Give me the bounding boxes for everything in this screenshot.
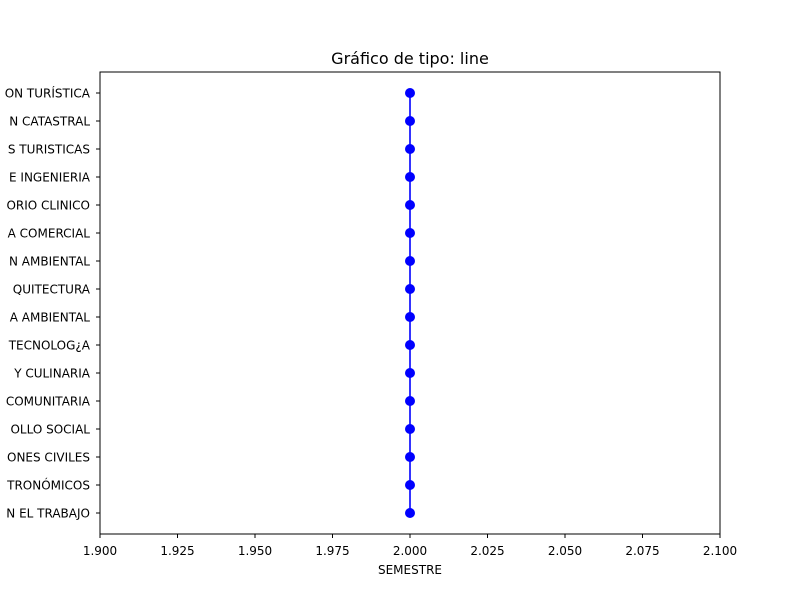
- data-point: [405, 200, 415, 210]
- y-tick-label: COMUNITARIA: [6, 395, 91, 409]
- x-tick-label: 1.925: [160, 544, 194, 558]
- y-tick-label: TRONÓMICOS: [6, 478, 90, 493]
- data-point: [405, 88, 415, 98]
- x-tick-label: 1.950: [238, 544, 272, 558]
- x-tick-label: 1.975: [315, 544, 349, 558]
- y-tick-label: ONES CIVILES: [7, 451, 90, 465]
- y-tick-label: OLLO SOCIAL: [10, 423, 90, 437]
- data-point: [405, 228, 415, 238]
- y-axis: N EL TRABAJO TRONÓMICOS ONES CIVILES OLLO S…: [5, 86, 100, 521]
- data-point: [405, 396, 415, 406]
- y-tick-label: TECNOLOG¿A: [8, 339, 91, 353]
- y-tick-label: A AMBIENTAL: [10, 311, 91, 325]
- y-tick-label: ORIO CLINICO: [6, 199, 90, 213]
- data-point: [405, 340, 415, 350]
- data-point: [405, 452, 415, 462]
- x-tick-label: 2.000: [393, 544, 427, 558]
- data-point: [405, 368, 415, 378]
- x-tick-label: 2.025: [470, 544, 504, 558]
- data-point: [405, 284, 415, 294]
- data-point: [405, 116, 415, 126]
- y-tick-label: N EL TRABAJO: [6, 507, 90, 521]
- x-tick-label: 2.050: [548, 544, 582, 558]
- y-tick-label: S TURISTICAS: [8, 143, 90, 157]
- y-tick-label: QUITECTURA: [13, 283, 91, 297]
- data-point: [405, 144, 415, 154]
- chart-title: Gráfico de tipo: line: [331, 49, 489, 68]
- y-tick-label: N AMBIENTAL: [9, 255, 90, 269]
- data-point: [405, 312, 415, 322]
- x-tick-label: 2.075: [625, 544, 659, 558]
- data-point: [405, 424, 415, 434]
- data-point: [405, 508, 415, 518]
- data-point: [405, 256, 415, 266]
- x-tick-label: 1.900: [83, 544, 117, 558]
- plot-area: [405, 88, 415, 518]
- x-tick-label: 2.100: [703, 544, 737, 558]
- y-tick-label: ON TURÍSTICA: [5, 86, 91, 101]
- y-tick-label: A COMERCIAL: [8, 227, 91, 241]
- data-point: [405, 480, 415, 490]
- y-tick-label: Y CULINARIA: [13, 367, 91, 381]
- x-axis-label: SEMESTRE: [378, 563, 442, 577]
- y-tick-label: E INGENIERIA: [9, 171, 91, 185]
- y-tick-label: N CATASTRAL: [9, 115, 90, 129]
- data-point: [405, 172, 415, 182]
- x-axis: 1.900 1.925 1.950 1.975 2.000 2.025 2.050 2.075…: [83, 534, 737, 558]
